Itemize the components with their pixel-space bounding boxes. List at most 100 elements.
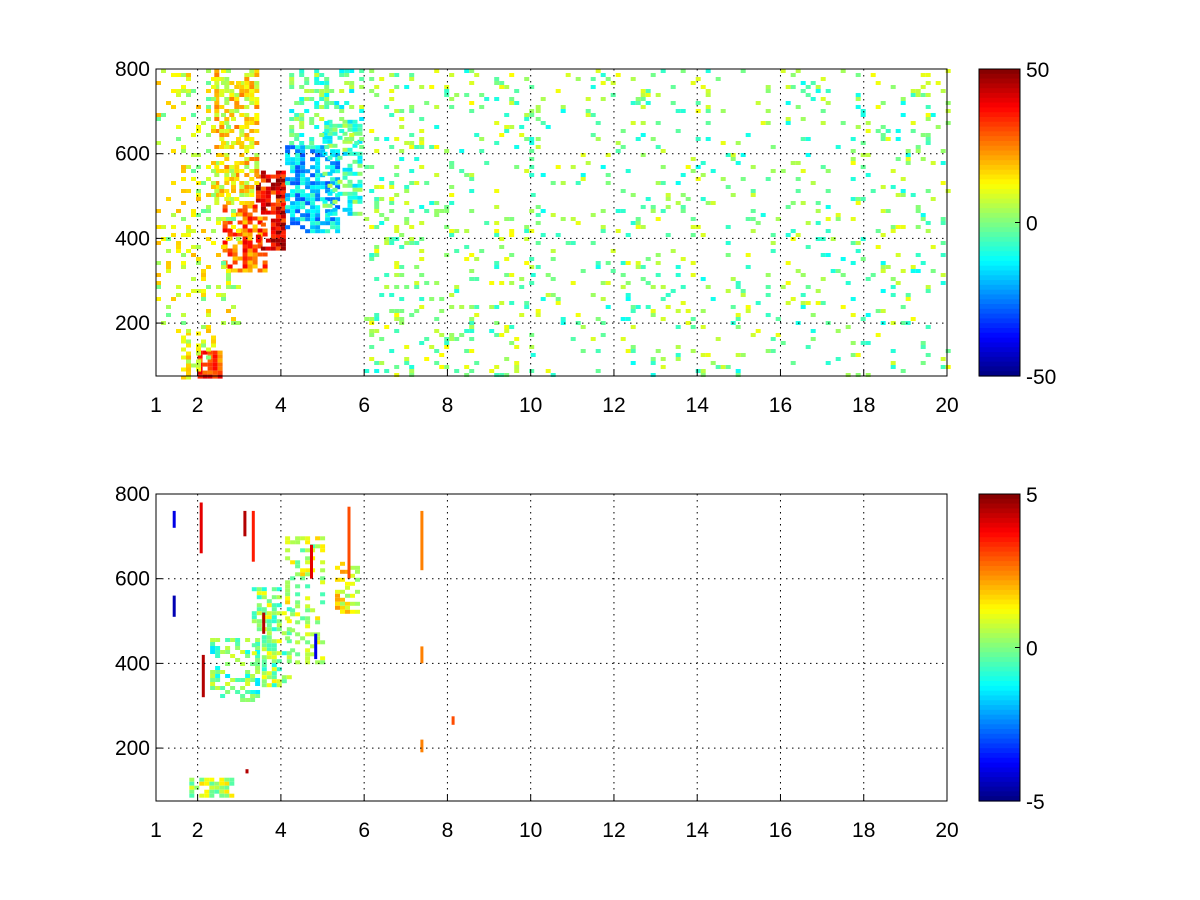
heatmap-cell [156,261,161,265]
heatmap-cell [610,249,616,253]
heatmap-cell [226,285,231,289]
heatmap-cell [325,165,331,170]
heatmap-cell [530,273,536,277]
heatmap-cell [545,125,551,129]
heatmap-cell [805,345,811,349]
heatmap-cell [166,269,171,273]
colorbar-swatch [979,786,1020,793]
heatmap-cell [342,175,348,180]
heatmap-cell [181,101,186,105]
heatmap-cell [255,234,261,239]
heatmap-cell [352,211,358,216]
heatmap-cell [224,781,230,786]
heatmap-cell [357,123,363,128]
heatmap-cell [850,241,856,245]
heatmap-cell [304,77,310,81]
x-tick-labels-top: 1 2 4 6 8 10 12 14 16 18 20 [150,370,959,417]
heatmap-cell [280,178,286,183]
heatmap-cell [655,261,661,265]
heatmap-cell [529,281,535,285]
heatmap-cell [895,225,901,229]
heatmap-cell [227,220,233,225]
heatmap-cell [261,675,267,680]
heatmap-cell [900,321,906,325]
colorbar-swatch [979,265,1020,272]
heatmap-cell [925,137,931,141]
heatmap-cell [215,650,221,654]
heatmap-cell [181,339,186,344]
heatmap-cell [347,147,353,152]
heatmap-cell [247,252,253,257]
heatmap-cell [357,163,363,168]
heatmap-cell [705,121,711,125]
heatmap-cell [254,169,260,173]
heatmap-cell [449,165,455,169]
heatmap-cell [449,185,455,189]
heatmap-cell [295,600,301,605]
heatmap-cell [181,189,186,193]
heatmap-cell [342,167,348,172]
heatmap-cell [320,197,326,202]
heatmap-cell [535,313,541,317]
heatmap-cell [509,229,515,233]
heatmap-cell [186,351,191,356]
heatmap-cell [645,89,651,93]
heatmap-cell [389,349,395,353]
heatmap-cell [550,257,556,261]
heatmap-cell [404,85,410,89]
heatmap-cell [349,137,355,141]
heatmap-cell [271,627,277,632]
heatmap-cell [254,181,260,185]
heatmap-cell [347,139,353,144]
heatmap-cell [289,73,295,77]
heatmap-cell [705,105,711,109]
heatmap-cell [176,209,181,213]
heatmap-cell [325,197,331,202]
heatmap-cell [319,105,325,109]
heatmap-cell [655,181,661,185]
heatmap-cell [315,660,321,665]
heatmap-cell [409,169,415,173]
heatmap-cell [211,335,216,340]
heatmap-cell [280,198,286,203]
heatmap-cell [464,329,470,333]
heatmap-cell [186,331,191,336]
heatmap-cell [630,193,636,197]
heatmap-cell [320,221,326,226]
heatmap-cell [250,662,256,666]
heatmap-cell [630,305,636,309]
heatmap-cell [347,127,353,132]
heatmap-cell [276,651,282,656]
heatmap-cell [815,201,821,205]
heatmap-cell [655,121,661,125]
heatmap-cell [925,229,931,233]
heatmap-cell [206,237,211,241]
heatmap-cell [925,141,931,145]
heatmap-cell [865,121,871,125]
heatmap-cell [310,209,316,214]
heatmap-cell [211,229,216,233]
heatmap-cell [750,193,756,197]
heatmap-cell [550,373,556,377]
heatmap-cell [344,81,350,85]
heatmap-cell [620,273,626,277]
heatmap-cell [300,173,306,178]
x-tick-label: 4 [275,394,287,417]
colorbar-swatch [979,337,1020,344]
heatmap-cell [315,209,321,214]
heatmap-cell [540,97,546,101]
heatmap-cell [335,589,340,594]
heatmap-cell [509,125,515,129]
heatmap-cell [280,182,286,187]
colorbar-swatch [979,164,1020,171]
heatmap-cell [310,229,316,234]
heatmap-cell [320,560,326,565]
heatmap-cell [725,253,731,257]
heatmap-cell [261,595,267,600]
heatmap-cell [214,73,220,77]
heatmap-cell [464,245,470,249]
heatmap-cell [890,349,896,353]
heatmap-cell [270,242,276,247]
heatmap-cell [429,297,435,301]
heatmap-cell [575,221,581,225]
